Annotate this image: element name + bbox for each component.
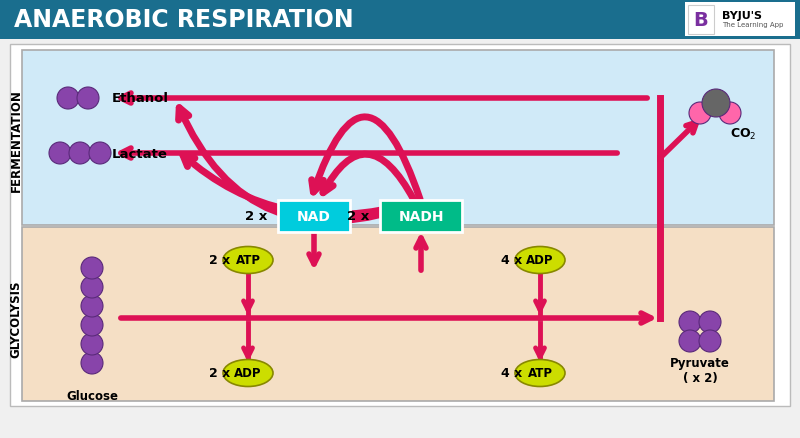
Circle shape — [689, 103, 711, 125]
Circle shape — [81, 333, 103, 355]
Text: 4 x: 4 x — [502, 367, 522, 380]
Circle shape — [702, 90, 730, 118]
Text: ATP: ATP — [235, 254, 261, 267]
Text: 2 x: 2 x — [245, 210, 267, 223]
FancyBboxPatch shape — [278, 201, 350, 233]
Text: B: B — [694, 11, 708, 29]
Text: BYJU'S: BYJU'S — [722, 11, 762, 21]
Text: Glucose: Glucose — [66, 390, 118, 403]
Circle shape — [81, 276, 103, 298]
Ellipse shape — [515, 247, 565, 274]
Text: NADH: NADH — [398, 209, 444, 223]
Text: ADP: ADP — [526, 254, 554, 267]
Circle shape — [81, 258, 103, 279]
Bar — [22, 227, 774, 401]
Circle shape — [77, 88, 99, 110]
Circle shape — [679, 330, 701, 352]
Bar — [0, 0, 800, 40]
Text: 2 x: 2 x — [210, 367, 230, 380]
FancyArrowPatch shape — [183, 155, 412, 215]
Text: ADP: ADP — [234, 367, 262, 380]
Circle shape — [69, 143, 91, 165]
Circle shape — [81, 352, 103, 374]
Text: GLYCOLYSIS: GLYCOLYSIS — [10, 279, 22, 357]
Text: CO$_2$: CO$_2$ — [730, 126, 757, 141]
Bar — [688, 6, 714, 35]
Bar — [10, 45, 790, 406]
Text: ANAEROBIC RESPIRATION: ANAEROBIC RESPIRATION — [14, 8, 354, 32]
Circle shape — [699, 330, 721, 352]
FancyBboxPatch shape — [380, 201, 462, 233]
Ellipse shape — [223, 247, 273, 274]
Text: FERMENTATION: FERMENTATION — [10, 89, 22, 192]
Text: Lactate: Lactate — [112, 147, 168, 160]
Circle shape — [89, 143, 111, 165]
Text: 2 x: 2 x — [347, 210, 369, 223]
Circle shape — [49, 143, 71, 165]
Circle shape — [679, 311, 701, 333]
Text: NAD: NAD — [297, 209, 331, 223]
Text: Ethanol: Ethanol — [112, 92, 169, 105]
Circle shape — [81, 314, 103, 336]
Bar — [22, 51, 774, 226]
Ellipse shape — [223, 360, 273, 387]
Text: 2 x: 2 x — [210, 254, 230, 267]
Circle shape — [81, 295, 103, 317]
Text: The Learning App: The Learning App — [722, 22, 783, 28]
Text: Pyruvate
( x 2): Pyruvate ( x 2) — [670, 356, 730, 384]
FancyArrowPatch shape — [312, 117, 420, 200]
Bar — [685, 3, 795, 37]
Text: ATP: ATP — [527, 367, 553, 380]
FancyArrowPatch shape — [323, 155, 414, 200]
Circle shape — [719, 103, 741, 125]
Text: 4 x: 4 x — [502, 254, 522, 267]
FancyArrowPatch shape — [178, 109, 418, 222]
Circle shape — [57, 88, 79, 110]
Ellipse shape — [515, 360, 565, 387]
Circle shape — [699, 311, 721, 333]
